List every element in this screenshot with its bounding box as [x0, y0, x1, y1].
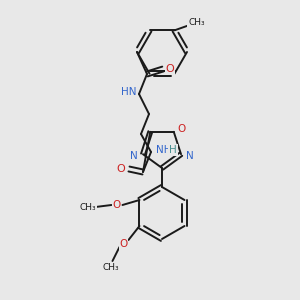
Text: CH₃: CH₃ — [188, 18, 205, 27]
Text: H: H — [169, 145, 177, 155]
Text: NH: NH — [156, 145, 172, 155]
Text: N: N — [186, 151, 194, 161]
Text: O: O — [112, 200, 121, 210]
Text: O: O — [119, 239, 128, 249]
Text: O: O — [178, 124, 186, 134]
Text: CH₃: CH₃ — [102, 263, 119, 272]
Text: HN: HN — [121, 87, 137, 97]
Text: O: O — [117, 164, 125, 174]
Text: CH₃: CH₃ — [79, 202, 96, 211]
Text: O: O — [166, 64, 174, 74]
Text: N: N — [130, 151, 138, 161]
